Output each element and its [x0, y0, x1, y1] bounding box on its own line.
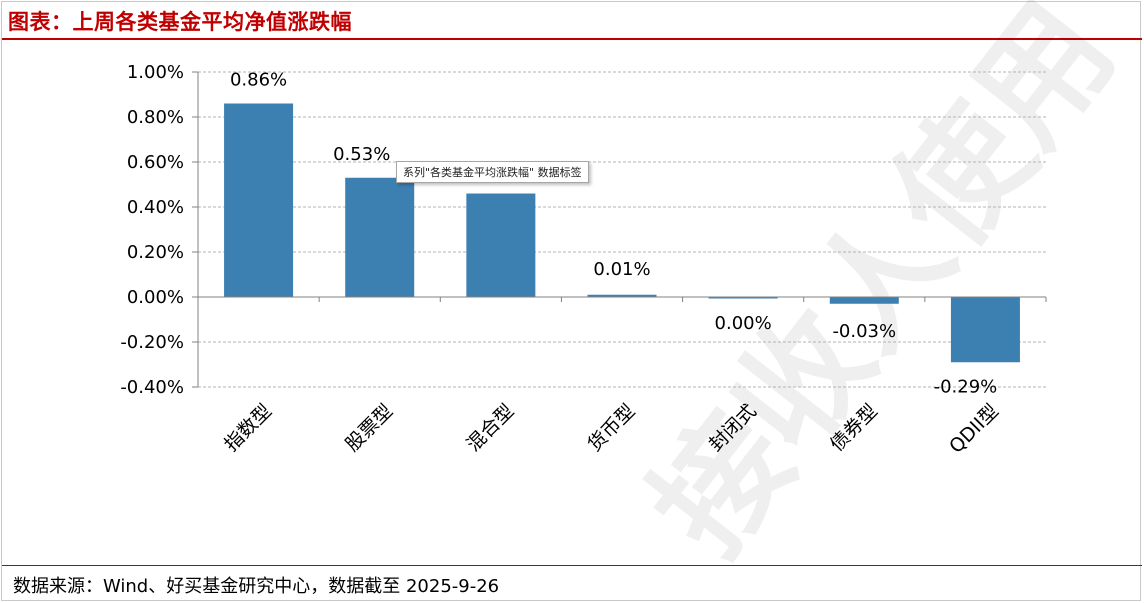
category-label: QDII型	[945, 400, 1003, 458]
category-label: 货币型	[584, 400, 640, 456]
page-title: 图表：上周各类基金平均净值涨跌幅	[8, 10, 352, 34]
y-tick-label: 0.20%	[127, 242, 184, 263]
data-label: -0.29%	[934, 376, 998, 397]
bar	[345, 177, 415, 297]
category-label: 封闭式	[705, 400, 761, 456]
category-label: 指数型	[220, 400, 276, 456]
data-label: 0.86%	[230, 70, 287, 91]
bar	[708, 297, 778, 299]
y-tick-label: 0.80%	[127, 107, 184, 128]
category-label: 债券型	[826, 400, 882, 456]
bar	[950, 297, 1020, 363]
data-label: -0.03%	[832, 321, 896, 342]
bar	[466, 193, 536, 297]
category-label: 股票型	[341, 400, 397, 456]
bar	[587, 294, 657, 297]
data-label-tooltip: 系列"各类基金平均涨跌幅" 数据标签	[396, 161, 589, 183]
y-tick-label: 0.00%	[127, 287, 184, 308]
title-divider	[2, 38, 1142, 40]
data-label: 0.01%	[593, 259, 650, 280]
y-tick-label: -0.20%	[120, 332, 184, 353]
y-tick-label: 0.60%	[127, 152, 184, 173]
footer-divider	[2, 565, 1142, 566]
data-source-note: 数据来源：Wind、好买基金研究中心，数据截至 2025-9-26	[13, 576, 500, 597]
bar	[224, 103, 294, 297]
bar	[829, 297, 899, 304]
data-label: 0.53%	[333, 144, 390, 165]
y-tick-label: 0.40%	[127, 197, 184, 218]
category-label: 混合型	[463, 400, 519, 456]
y-tick-label: 1.00%	[127, 62, 184, 83]
data-label: 0.00%	[715, 313, 772, 334]
y-tick-label: -0.40%	[120, 377, 184, 398]
